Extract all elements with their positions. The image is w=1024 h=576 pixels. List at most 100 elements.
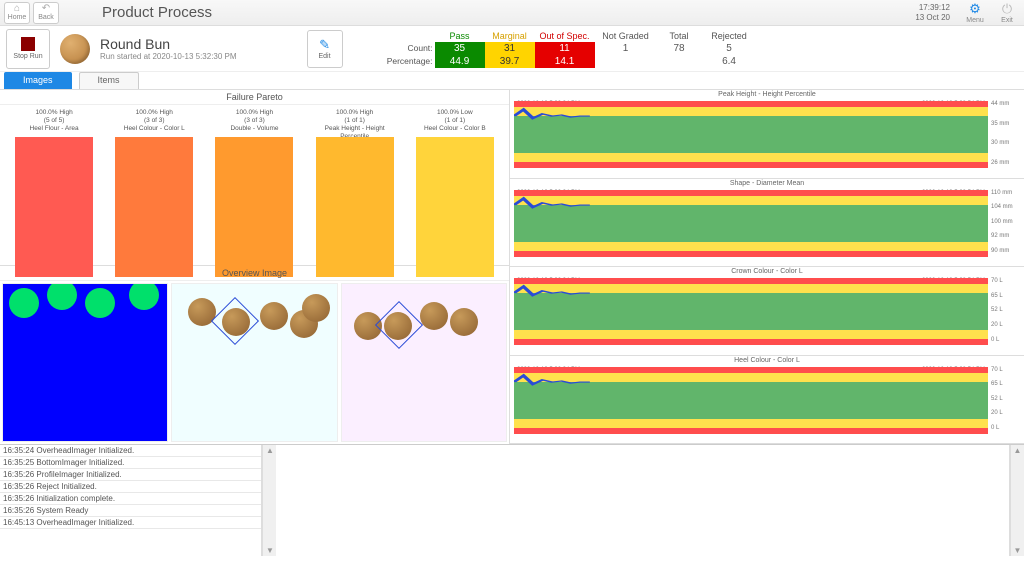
- stats-count-pass: 35: [435, 42, 485, 55]
- stop-run-button[interactable]: Stop Run: [6, 29, 50, 69]
- product-image: [60, 34, 90, 64]
- trend-plot: 2020-10-13 5:32:34 PM2020-10-13 5:38:54 …: [514, 190, 988, 267]
- clock-time: 17:39:12: [915, 3, 950, 13]
- scroll-up-icon[interactable]: ▲: [1013, 445, 1023, 456]
- stats-header-rejected: Rejected: [702, 30, 757, 42]
- back-button[interactable]: ↶ Back: [33, 2, 59, 24]
- trend-title: Heel Colour - Color L: [510, 356, 1024, 365]
- trend-scale: 70 L65 L52 L20 L0 L: [990, 276, 1024, 355]
- stats-pct-rejected: 6.4: [702, 55, 757, 68]
- pareto-bar-label: 100.0% Low(1 of 1)Heel Colour - Color B: [424, 109, 486, 135]
- product-name: Round Bun: [100, 36, 237, 52]
- overview-image-top: [171, 283, 337, 442]
- log-line: 16:45:13 OverheadImager Initialized.: [0, 517, 261, 529]
- log-line: 16:35:26 System Ready: [0, 505, 261, 517]
- page-title: Product Process: [102, 4, 212, 21]
- trend-plot: 2020-10-13 5:32:34 PM2020-10-13 5:38:54 …: [514, 367, 988, 444]
- clock-date: 13 Oct 20: [915, 13, 950, 23]
- back-label: Back: [38, 14, 54, 21]
- system-log: 16:35:24 OverheadImager Initialized.16:3…: [0, 445, 262, 556]
- event-log: [276, 445, 1010, 556]
- scroll-down-icon[interactable]: ▼: [265, 545, 275, 556]
- log-scrollbar-right[interactable]: ▲ ▼: [1010, 445, 1024, 556]
- gear-icon: ⚙: [969, 1, 981, 17]
- log-line: 16:35:26 Reject Initialized.: [0, 481, 261, 493]
- pareto-bar: 100.0% High(1 of 1)Peak Height - Height …: [313, 109, 397, 277]
- home-button[interactable]: ⌂ Home: [4, 2, 30, 24]
- stats-header-notgraded: Not Graded: [595, 30, 657, 42]
- pareto-bar: 100.0% Low(1 of 1)Heel Colour - Color B: [413, 109, 497, 277]
- pareto-bar: 100.0% High(3 of 3)Double - Volume: [212, 109, 296, 277]
- tab-items[interactable]: Items: [79, 72, 139, 89]
- product-row: Stop Run Round Bun Run started at 2020-1…: [0, 26, 1024, 72]
- home-label: Home: [8, 14, 27, 21]
- pareto-bar-label: 100.0% High(5 of 5)Heel Flour - Area: [30, 109, 79, 135]
- edit-button[interactable]: ✎ Edit: [307, 30, 343, 68]
- log-area: 16:35:24 OverheadImager Initialized.16:3…: [0, 444, 1024, 556]
- trend-chart: Heel Colour - Color L 2020-10-13 5:32:34 …: [510, 356, 1024, 445]
- scroll-down-icon[interactable]: ▼: [1013, 545, 1023, 556]
- trend-scale: 44 mm35 mm30 mm26 mm: [990, 99, 1024, 178]
- main-area: Failure Pareto 100.0% High(5 of 5)Heel F…: [0, 90, 1024, 444]
- overview-image-bottom: [341, 283, 507, 442]
- pareto-bar: 100.0% High(3 of 3)Heel Colour - Color L: [112, 109, 196, 277]
- home-icon: ⌂: [14, 4, 20, 14]
- stats-count-marginal: 31: [485, 42, 535, 55]
- scroll-up-icon[interactable]: ▲: [265, 445, 275, 456]
- trend-chart: Crown Colour - Color L 2020-10-13 5:32:34…: [510, 267, 1024, 356]
- log-line: 16:35:25 BottomImager Initialized.: [0, 457, 261, 469]
- log-scrollbar-left[interactable]: ▲ ▼: [262, 445, 276, 556]
- menu-label: Menu: [966, 17, 984, 24]
- pareto-bar-label: 100.0% High(3 of 3)Double - Volume: [230, 109, 278, 135]
- stats-count-notgraded: 1: [595, 42, 657, 55]
- stats-pct-out: 14.1: [535, 55, 595, 68]
- menu-button[interactable]: ⚙ Menu: [962, 2, 988, 24]
- stats-row-pct-label: Percentage:: [373, 55, 435, 67]
- stats-header-marginal: Marginal: [485, 30, 535, 42]
- stats-pct-notgraded: [595, 60, 657, 62]
- pencil-icon: ✎: [319, 37, 330, 53]
- stats-pct-marginal: 39.7: [485, 55, 535, 68]
- stats-count-rejected: 5: [702, 42, 757, 55]
- pareto-bar-label: 100.0% High(3 of 3)Heel Colour - Color L: [124, 109, 185, 135]
- pareto-bar: 100.0% High(5 of 5)Heel Flour - Area: [12, 109, 96, 277]
- stats-pct-pass: 44.9: [435, 55, 485, 68]
- top-bar: ⌂ Home ↶ Back Product Process 17:39:12 1…: [0, 0, 1024, 26]
- trend-chart: Shape - Diameter Mean 2020-10-13 5:32:34 …: [510, 179, 1024, 268]
- log-line: 16:35:26 ProfileImager Initialized.: [0, 469, 261, 481]
- overview-title: Overview Image: [0, 266, 509, 281]
- trend-title: Shape - Diameter Mean: [510, 179, 1024, 188]
- pareto-title: Failure Pareto: [0, 90, 509, 105]
- overview-panel: Overview Image: [0, 266, 509, 444]
- pareto-chart: 100.0% High(5 of 5)Heel Flour - Area 100.…: [0, 105, 509, 277]
- stop-label: Stop Run: [13, 53, 42, 60]
- trend-scale: 70 L65 L52 L20 L0 L: [990, 365, 1024, 444]
- trend-chart: Peak Height - Height Percentile2020-10-1…: [510, 90, 1024, 179]
- pareto-panel: Failure Pareto 100.0% High(5 of 5)Heel F…: [0, 90, 509, 266]
- stats-header-out: Out of Spec.: [535, 30, 595, 42]
- trend-title: Crown Colour - Color L: [510, 267, 1024, 276]
- exit-label: Exit: [1001, 17, 1013, 24]
- log-line: 16:35:26 Initialization complete.: [0, 493, 261, 505]
- stats-table: Pass Marginal Out of Spec. Not Graded To…: [373, 30, 757, 68]
- tabs: Images Items: [0, 72, 1024, 90]
- log-line: 16:35:24 OverheadImager Initialized.: [0, 445, 261, 457]
- back-icon: ↶: [42, 4, 50, 14]
- tab-images[interactable]: Images: [4, 72, 72, 89]
- trends-column: Peak Height - Height Percentile 2020-10-1…: [510, 90, 1024, 444]
- stats-header-pass: Pass: [435, 30, 485, 42]
- pareto-bar-label: 100.0% High(1 of 1)Peak Height - Height …: [313, 109, 397, 135]
- edit-label: Edit: [319, 53, 331, 60]
- product-subtext: Run started at 2020-10-13 5:32:30 PM: [100, 52, 237, 61]
- trend-plot: 2020-10-13 5:32:34 PM2020-10-13 5:38:54 …: [514, 278, 988, 355]
- overview-image-height: [2, 283, 168, 442]
- trend-scale: 110 mm104 mm100 mm92 mm90 mm: [990, 188, 1024, 267]
- stop-icon: [21, 37, 35, 51]
- stats-count-out: 11: [535, 42, 595, 55]
- power-icon: ⏻: [1002, 1, 1012, 17]
- stats-count-total: 78: [657, 42, 702, 55]
- trend-title: Peak Height - Height Percentile: [510, 90, 1024, 99]
- exit-button[interactable]: ⏻ Exit: [994, 2, 1020, 24]
- stats-pct-total: [657, 60, 702, 62]
- stats-row-count-label: Count:: [373, 42, 435, 54]
